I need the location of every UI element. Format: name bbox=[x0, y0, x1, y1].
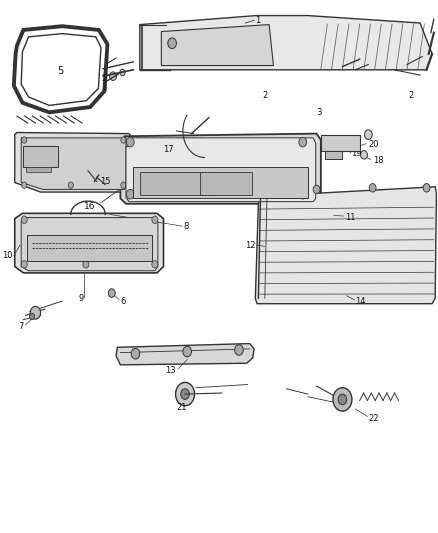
Circle shape bbox=[68, 182, 74, 188]
Circle shape bbox=[299, 189, 307, 199]
Polygon shape bbox=[140, 15, 432, 70]
Circle shape bbox=[131, 349, 140, 359]
Circle shape bbox=[181, 389, 189, 399]
Circle shape bbox=[364, 130, 372, 140]
Circle shape bbox=[121, 137, 126, 143]
Circle shape bbox=[83, 261, 89, 268]
Text: 22: 22 bbox=[368, 414, 379, 423]
Bar bbox=[321, 135, 360, 151]
Polygon shape bbox=[21, 217, 158, 271]
Circle shape bbox=[152, 216, 158, 223]
Bar bbox=[325, 151, 343, 159]
Circle shape bbox=[338, 394, 347, 405]
Circle shape bbox=[313, 185, 320, 193]
Text: 2: 2 bbox=[409, 91, 414, 100]
Polygon shape bbox=[161, 25, 273, 66]
Circle shape bbox=[120, 69, 125, 76]
Circle shape bbox=[121, 182, 126, 188]
Bar bbox=[200, 172, 252, 195]
Circle shape bbox=[29, 313, 35, 320]
Bar bbox=[140, 172, 217, 195]
Text: 14: 14 bbox=[355, 296, 366, 305]
Text: 11: 11 bbox=[345, 213, 355, 222]
Circle shape bbox=[423, 183, 430, 192]
Polygon shape bbox=[15, 133, 131, 192]
Circle shape bbox=[21, 137, 27, 143]
Circle shape bbox=[21, 182, 27, 188]
Circle shape bbox=[168, 38, 177, 49]
Circle shape bbox=[348, 141, 353, 148]
Circle shape bbox=[152, 261, 158, 268]
Text: 12: 12 bbox=[245, 241, 255, 250]
Text: 21: 21 bbox=[177, 403, 187, 412]
Circle shape bbox=[21, 261, 27, 268]
Text: 7: 7 bbox=[18, 321, 24, 330]
Circle shape bbox=[110, 72, 117, 80]
Text: 1: 1 bbox=[255, 16, 261, 25]
Text: 6: 6 bbox=[120, 296, 126, 305]
Text: 17: 17 bbox=[163, 145, 173, 154]
Text: 20: 20 bbox=[368, 140, 379, 149]
Text: 3: 3 bbox=[102, 83, 107, 92]
Polygon shape bbox=[255, 187, 436, 304]
Circle shape bbox=[333, 387, 352, 411]
Circle shape bbox=[127, 138, 134, 147]
Circle shape bbox=[176, 382, 194, 406]
Circle shape bbox=[360, 151, 367, 159]
Bar bbox=[25, 166, 51, 172]
Text: 16: 16 bbox=[84, 202, 95, 211]
Circle shape bbox=[28, 156, 35, 165]
Circle shape bbox=[21, 216, 27, 223]
Text: 19: 19 bbox=[351, 149, 361, 158]
Polygon shape bbox=[126, 138, 316, 201]
Text: 2: 2 bbox=[262, 91, 268, 100]
Bar bbox=[23, 147, 58, 166]
Circle shape bbox=[30, 306, 41, 319]
Text: 3: 3 bbox=[317, 108, 322, 117]
Circle shape bbox=[127, 189, 134, 199]
Polygon shape bbox=[116, 344, 254, 365]
Circle shape bbox=[299, 138, 307, 147]
Polygon shape bbox=[15, 213, 163, 273]
Circle shape bbox=[261, 188, 268, 196]
Text: 18: 18 bbox=[373, 156, 383, 165]
Polygon shape bbox=[21, 138, 126, 189]
Text: 8: 8 bbox=[184, 222, 189, 231]
Text: 10: 10 bbox=[2, 252, 13, 260]
Circle shape bbox=[235, 345, 243, 356]
Circle shape bbox=[46, 157, 52, 164]
Circle shape bbox=[108, 289, 115, 297]
Polygon shape bbox=[120, 134, 321, 204]
Text: 15: 15 bbox=[100, 177, 111, 187]
Bar bbox=[27, 235, 152, 261]
Bar bbox=[133, 166, 308, 198]
Circle shape bbox=[369, 183, 376, 192]
Text: 9: 9 bbox=[79, 294, 84, 303]
Text: 2: 2 bbox=[102, 74, 107, 83]
Circle shape bbox=[345, 138, 355, 151]
Circle shape bbox=[183, 346, 191, 357]
Text: 5: 5 bbox=[57, 66, 63, 76]
Text: 13: 13 bbox=[165, 366, 175, 375]
